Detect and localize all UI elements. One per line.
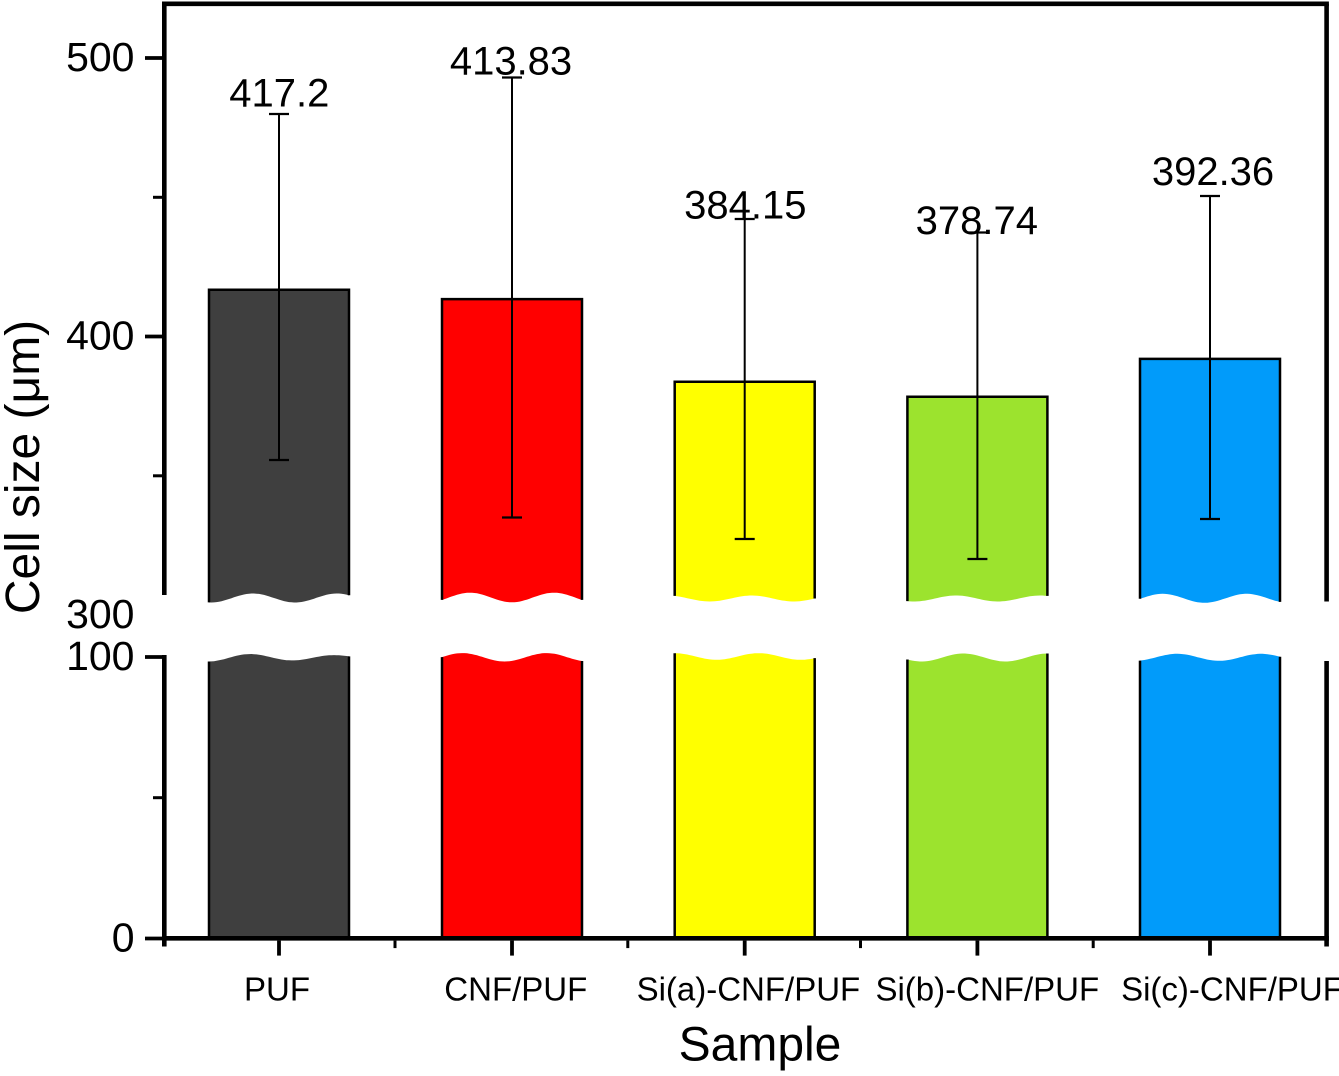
svg-text:0: 0 bbox=[112, 915, 135, 961]
svg-text:Si(a)-CNF/PUF: Si(a)-CNF/PUF bbox=[637, 971, 861, 1008]
svg-text:500: 500 bbox=[66, 34, 134, 80]
svg-text:413.83: 413.83 bbox=[450, 39, 572, 83]
svg-text:Si(c)-CNF/PUF: Si(c)-CNF/PUF bbox=[1121, 971, 1339, 1008]
svg-text:378.74: 378.74 bbox=[916, 199, 1038, 243]
svg-text:417.2: 417.2 bbox=[229, 71, 329, 115]
svg-text:400: 400 bbox=[66, 313, 134, 359]
svg-text:PUF: PUF bbox=[244, 971, 310, 1008]
svg-text:300: 300 bbox=[66, 591, 134, 637]
svg-text:Cell size (μm): Cell size (μm) bbox=[0, 320, 50, 614]
svg-text:384.15: 384.15 bbox=[684, 183, 806, 227]
svg-text:100: 100 bbox=[66, 633, 134, 679]
svg-text:Si(b)-CNF/PUF: Si(b)-CNF/PUF bbox=[875, 971, 1099, 1008]
svg-text:392.36: 392.36 bbox=[1152, 150, 1274, 194]
svg-text:Sample: Sample bbox=[679, 1019, 842, 1072]
svg-text:CNF/PUF: CNF/PUF bbox=[444, 971, 587, 1008]
